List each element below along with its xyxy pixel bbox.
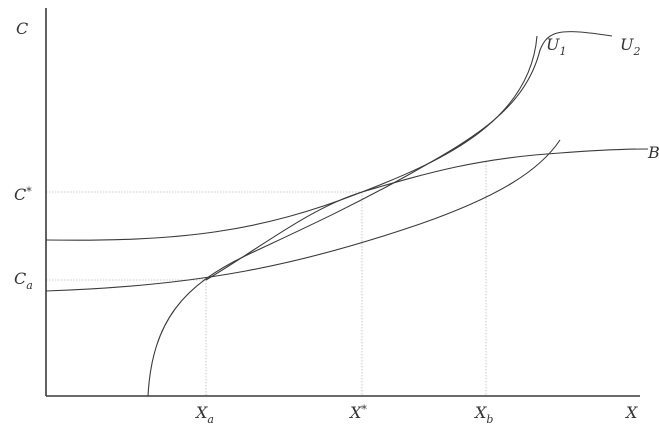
- curve-b: [205, 148, 649, 281]
- tick-x-star: X*: [348, 403, 367, 422]
- curve-u2-lower: [45, 139, 561, 292]
- label-u2: U2: [620, 35, 640, 58]
- x-axis-label: X: [624, 403, 638, 422]
- curve-u1: [45, 35, 538, 241]
- tick-x-a: Xa: [194, 403, 214, 426]
- label-u1: U1: [546, 35, 566, 58]
- curve-u2: [147, 31, 613, 397]
- label-b: B: [647, 143, 659, 162]
- tick-x-b: Xb: [473, 403, 493, 426]
- y-axis-label: C: [16, 19, 28, 38]
- tick-c-star: C*: [14, 185, 32, 204]
- tick-c-a: Ca: [14, 269, 33, 292]
